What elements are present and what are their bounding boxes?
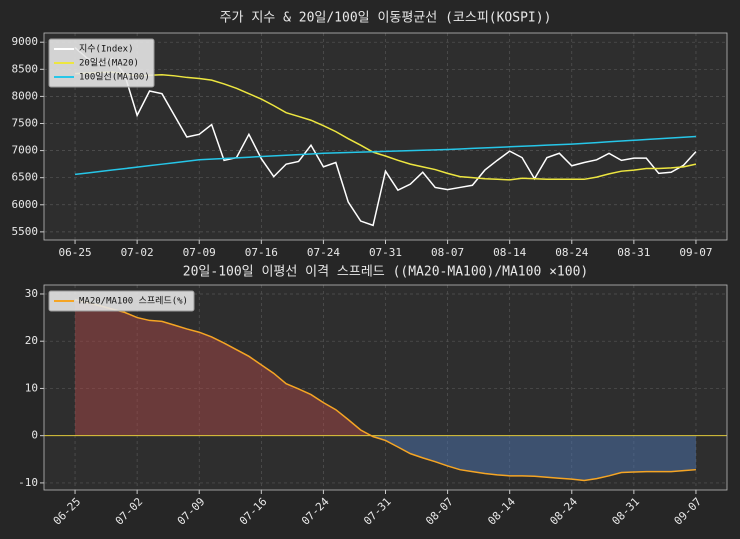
x-tick-label: 09-07: [679, 246, 712, 259]
legend-box: [48, 38, 155, 88]
plot-frame: [43, 32, 728, 241]
y-tick-label: 8000: [12, 89, 39, 102]
y-tick-label: -10: [18, 476, 38, 489]
x-tick-label: 06-25: [58, 246, 91, 259]
chart-title: 20일-100일 이평선 이격 스프레드 ((MA20-MA100)/MA100…: [183, 265, 589, 280]
plot-frame: [43, 284, 728, 491]
y-tick-label: 7500: [12, 116, 39, 129]
x-tick-label: 08-14: [493, 246, 526, 259]
y-tick-label: 10: [25, 381, 38, 394]
y-tick-label: 30: [25, 287, 38, 300]
series-line: [74, 47, 697, 227]
series-line: [75, 71, 697, 181]
x-tick-label: 08-31: [617, 246, 650, 259]
x-tick-label: 07-16: [245, 246, 278, 259]
legend-label: MA20/MA100 스프레드(%): [79, 296, 188, 307]
area-positive: [75, 299, 372, 436]
legend-label: 100일선(MA100): [79, 72, 150, 83]
legend-label: 지수(Index): [79, 44, 134, 55]
y-tick-label: 20: [25, 334, 38, 347]
legend-box: [48, 290, 195, 312]
area-negative: [75, 435, 696, 481]
y-tick-label: 6500: [12, 171, 39, 184]
x-tick-label: 07-31: [369, 246, 402, 259]
chart-title: 주가 지수 & 20일/100일 이동평균선 (코스피(KOSPI)): [220, 11, 552, 26]
x-tick-label: 07-24: [307, 246, 340, 259]
y-tick-label: 8500: [12, 62, 39, 75]
y-tick-label: 6000: [12, 198, 39, 211]
x-tick-label: 07-09: [183, 246, 216, 259]
x-tick-label: 07-02: [121, 246, 154, 259]
y-tick-label: 5500: [12, 225, 39, 238]
series-line: [74, 298, 697, 482]
y-tick-label: 7000: [12, 144, 39, 157]
y-tick-label: 0: [31, 429, 38, 442]
legend-label: 20일선(MA20): [79, 58, 139, 69]
x-tick-label: 08-07: [431, 246, 464, 259]
x-tick-label: 08-24: [555, 246, 588, 259]
series-line: [74, 135, 697, 176]
y-tick-label: 9000: [12, 35, 39, 48]
